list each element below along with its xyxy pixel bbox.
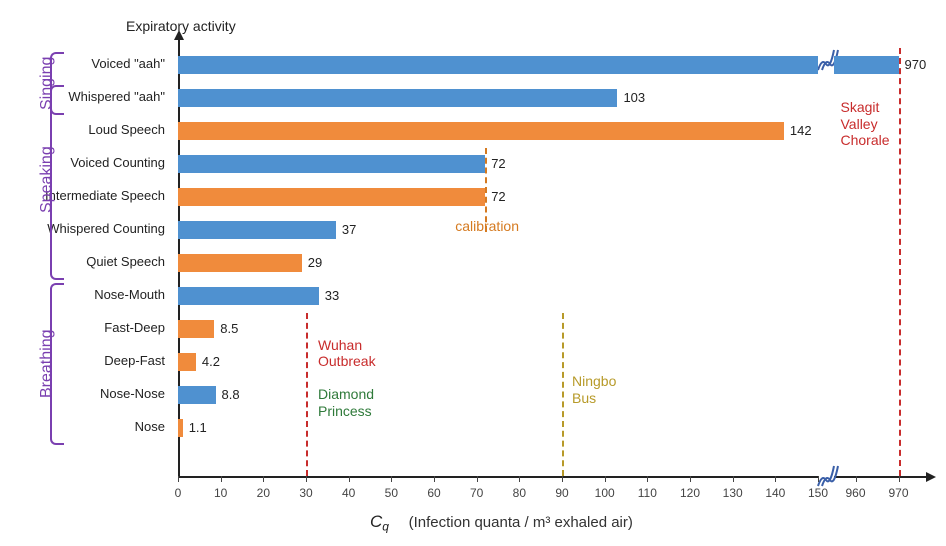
ylabel: Voiced "aah" — [0, 56, 165, 71]
ylabel: Whispered Counting — [0, 221, 165, 236]
bar-value: 72 — [491, 156, 505, 171]
x-tick-label: 40 — [334, 486, 364, 500]
ylabel: Deep-Fast — [0, 353, 165, 368]
x-tick-label: 150 — [803, 486, 833, 500]
x-tick — [647, 476, 648, 482]
x-tick — [775, 476, 776, 482]
x-tick-label: 60 — [419, 486, 449, 500]
ylabel: Nose — [0, 419, 165, 434]
annotation-text-ningbo: NingboBus — [572, 373, 616, 407]
bar-seg2 — [834, 56, 899, 74]
bar-value: 4.2 — [202, 354, 220, 369]
bar-value: 8.8 — [222, 387, 240, 402]
x-tick — [434, 476, 435, 482]
x-tick-label: 30 — [291, 486, 321, 500]
annotation-text-skagit: SkagitValleyChorale — [841, 99, 890, 149]
x-tick-label: 100 — [590, 486, 620, 500]
x-axis-line-seg1 — [178, 476, 818, 478]
x-tick-label: 50 — [376, 486, 406, 500]
ylabel: Nose-Mouth — [0, 287, 165, 302]
x-tick-label: 130 — [718, 486, 748, 500]
bar — [178, 221, 336, 239]
annotation-line-skagit — [899, 48, 901, 476]
annotation-line-wuhan — [306, 313, 308, 476]
x-axis-line-seg2 — [834, 476, 926, 478]
ylabel: Whispered "aah" — [0, 89, 165, 104]
x-tick — [605, 476, 606, 482]
x-tick — [306, 476, 307, 482]
ylabel: Voiced Counting — [0, 155, 165, 170]
group-label-breathing: Breathing — [38, 330, 56, 399]
x-tick-label: 960 — [841, 486, 871, 500]
annotation-text-wuhan: WuhanOutbreak — [318, 337, 376, 371]
x-tick — [391, 476, 392, 482]
bar-value: 29 — [308, 255, 322, 270]
x-tick-label: 90 — [547, 486, 577, 500]
bar-value: 33 — [325, 288, 339, 303]
x-tick-label: 0 — [163, 486, 193, 500]
bar — [178, 386, 216, 404]
x-tick — [818, 476, 819, 482]
ylabel: Fast-Deep — [0, 320, 165, 335]
bar-value: 103 — [623, 90, 645, 105]
annotation-text-calibration: calibration — [455, 218, 519, 235]
ylabel: Nose-Nose — [0, 386, 165, 401]
x-tick — [690, 476, 691, 482]
bar — [178, 89, 617, 107]
y-axis-arrow-icon — [174, 30, 184, 40]
bar — [178, 287, 319, 305]
x-tick — [477, 476, 478, 482]
x-axis-arrow-icon — [926, 472, 936, 482]
bar — [178, 353, 196, 371]
annotation-line-ningbo — [562, 313, 564, 476]
bar-seg1 — [178, 56, 818, 74]
x-tick-label: 80 — [504, 486, 534, 500]
x-tick — [178, 476, 179, 482]
xlabel-rest: (Infection quanta / m³ exhaled air) — [409, 514, 633, 531]
x-tick-label: 110 — [632, 486, 662, 500]
bar — [178, 188, 485, 206]
bar — [178, 419, 183, 437]
x-tick — [349, 476, 350, 482]
ylabel: Quiet Speech — [0, 254, 165, 269]
ylabel: Loud Speech — [0, 122, 165, 137]
x-tick-label: 20 — [248, 486, 278, 500]
x-tick — [733, 476, 734, 482]
x-tick — [899, 476, 900, 482]
x-tick — [263, 476, 264, 482]
x-tick — [221, 476, 222, 482]
x-axis-label: Cq (Infection quanta / m³ exhaled air) — [370, 512, 633, 534]
x-tick — [856, 476, 857, 482]
x-tick-label: 70 — [462, 486, 492, 500]
x-tick-label: 120 — [675, 486, 705, 500]
bar-value: 37 — [342, 222, 356, 237]
bar-value: 142 — [790, 123, 812, 138]
bar-value: 970 — [905, 57, 927, 72]
bar — [178, 122, 784, 140]
bar — [178, 320, 214, 338]
bar — [178, 254, 302, 272]
bar-value: 8.5 — [220, 321, 238, 336]
bar-value: 72 — [491, 189, 505, 204]
x-tick-label: 10 — [206, 486, 236, 500]
xlabel-c: C — [370, 512, 382, 531]
x-tick — [562, 476, 563, 482]
group-label-speaking: Speaking — [38, 146, 56, 213]
annotation-text-diamond: DiamondPrincess — [318, 386, 374, 420]
ylabel: Intermediate Speech — [0, 188, 165, 203]
x-tick — [519, 476, 520, 482]
bar-value: 1.1 — [189, 420, 207, 435]
x-tick-label: 970 — [884, 486, 914, 500]
bar — [178, 155, 485, 173]
x-tick-label: 140 — [760, 486, 790, 500]
xlabel-q: q — [382, 520, 389, 534]
expiratory-chart: Expiratory activity Cq (Infection quanta… — [0, 0, 946, 546]
